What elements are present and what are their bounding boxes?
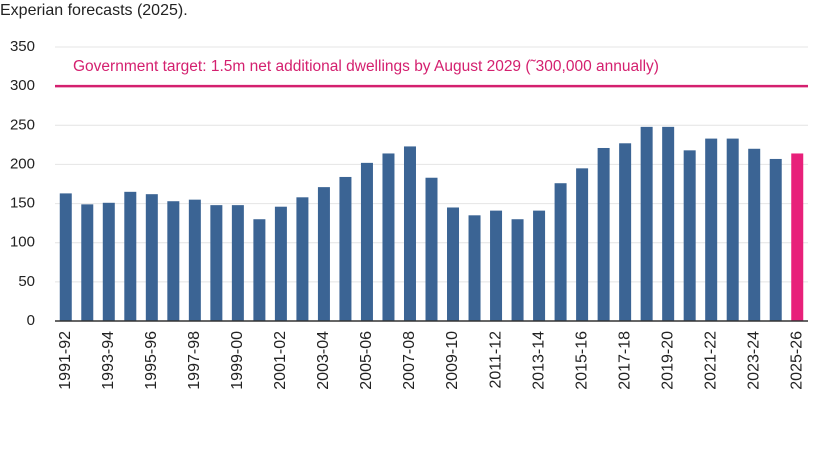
bar — [296, 197, 309, 321]
bar — [640, 126, 653, 321]
x-tick-label: 1993-94 — [100, 331, 117, 390]
bar — [339, 176, 352, 321]
x-tick-label: 2007-08 — [401, 331, 418, 390]
bar — [274, 206, 287, 321]
bar — [490, 210, 503, 321]
bar — [683, 150, 696, 321]
x-tick-label: 2023-24 — [745, 331, 762, 390]
x-tick-label: 2003-04 — [315, 331, 332, 390]
bar — [81, 204, 94, 321]
bar — [576, 168, 589, 321]
bar — [619, 143, 632, 321]
bar — [705, 138, 718, 321]
bar — [210, 205, 223, 321]
x-tick-label: 2021-22 — [702, 331, 719, 390]
bar — [447, 207, 460, 321]
y-tick-label: 200 — [10, 155, 35, 172]
bar — [554, 183, 567, 321]
bar — [533, 210, 546, 321]
x-tick-label: 1999-00 — [229, 331, 246, 390]
bar — [167, 201, 180, 321]
x-tick-label: 2025-26 — [788, 331, 805, 390]
y-tick-label: 100 — [10, 234, 35, 251]
x-tick-label: 2013-14 — [530, 331, 547, 390]
bar — [662, 126, 675, 321]
bar — [468, 215, 481, 321]
bar — [317, 187, 330, 321]
bar — [769, 158, 782, 321]
y-tick-label: 250 — [10, 116, 35, 133]
x-tick-label: 2009-10 — [444, 331, 461, 390]
bar — [425, 177, 438, 321]
chart-subtitle: Experian forecasts (2025). — [0, 2, 188, 19]
x-tick-label: 2001-02 — [272, 331, 289, 390]
bar — [145, 194, 158, 321]
bar — [597, 147, 610, 321]
bar — [188, 199, 201, 321]
x-tick-label: 2017-18 — [616, 331, 633, 390]
x-tick-label: 2005-06 — [358, 331, 375, 390]
x-tick-label: 1997-98 — [186, 331, 203, 390]
x-tick-label: 2019-20 — [659, 331, 676, 390]
y-tick-label: 0 — [27, 312, 35, 329]
bar — [382, 153, 395, 321]
x-tick-label: 1991-92 — [57, 331, 74, 390]
bar — [59, 193, 72, 321]
bar — [231, 205, 244, 321]
y-tick-label: 150 — [10, 195, 35, 212]
y-tick-label: 350 — [10, 38, 35, 55]
y-tick-label: 50 — [18, 273, 35, 290]
target-label: Government target: 1.5m net additional d… — [73, 58, 659, 75]
x-tick-label: 2015-16 — [573, 331, 590, 390]
x-tick-label: 1995-96 — [143, 331, 160, 390]
y-tick-label: 300 — [10, 77, 35, 94]
bar — [124, 191, 137, 321]
bar — [253, 219, 266, 321]
bar — [102, 202, 115, 321]
bar — [403, 146, 416, 321]
bar — [511, 219, 524, 321]
bar — [360, 162, 373, 321]
bar — [748, 148, 761, 321]
bar — [791, 153, 804, 321]
bar — [726, 138, 739, 321]
x-tick-label: 2011-12 — [487, 331, 504, 389]
